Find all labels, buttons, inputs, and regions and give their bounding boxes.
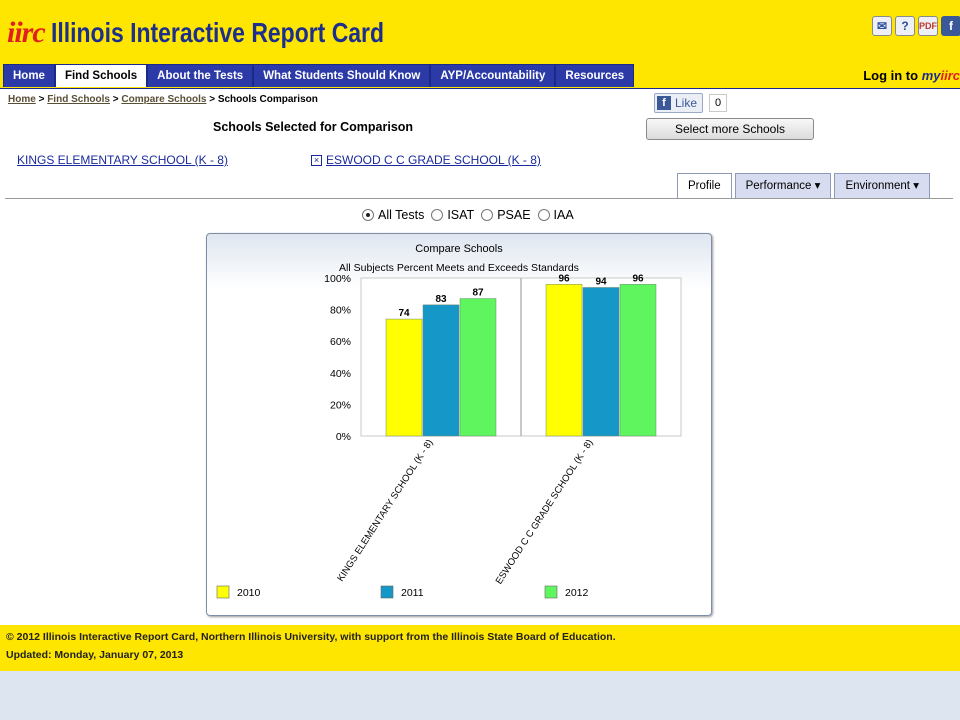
- school-item-eswood: × ESWOOD C C GRADE SCHOOL (K - 8): [311, 153, 541, 167]
- nav-tabs: Home Find Schools About the Tests What Stud…: [3, 64, 635, 88]
- bar-2011-2: [582, 287, 620, 437]
- main-nav: Home Find Schools About the Tests What Stud…: [0, 64, 960, 88]
- login-my: my: [921, 68, 941, 83]
- breadcrumb-sep: >: [112, 94, 119, 105]
- data-label: 94: [595, 276, 607, 287]
- nav-tab-ayp-accountability[interactable]: AYP/Accountability: [430, 64, 556, 87]
- chart-panel: Compare Schools All Subjects Percent Meet…: [206, 233, 712, 616]
- site-logo[interactable]: iirc Illinois Interactive Report Card: [7, 18, 457, 48]
- y-tick-label: 0%: [336, 431, 351, 443]
- legend-swatch-2012: [544, 585, 558, 599]
- main-content: Home > Find Schools > Compare Schools > …: [0, 88, 960, 626]
- site-title: Illinois Interactive Report Card: [50, 17, 384, 48]
- remove-school-icon[interactable]: ×: [311, 154, 322, 166]
- breadcrumb-home[interactable]: Home: [8, 94, 36, 105]
- legend-label: 2011: [401, 587, 424, 599]
- breadcrumb: Home > Find Schools > Compare Schools > …: [8, 94, 318, 105]
- tab-performance[interactable]: Performance ▾: [734, 173, 832, 198]
- breadcrumb-current: Schools Comparison: [217, 94, 318, 105]
- email-icon[interactable]: ✉: [872, 16, 892, 36]
- help-icon[interactable]: ?: [895, 16, 915, 36]
- radio-label: PSAE: [497, 208, 531, 222]
- legend-swatch-2010: [216, 585, 230, 599]
- fb-like-count: 0: [709, 94, 728, 112]
- radio-button[interactable]: [431, 209, 444, 221]
- legend-label: 2010: [237, 587, 261, 599]
- footer-copyright: © 2012 Illinois Interactive Report Card,…: [6, 631, 616, 643]
- chevron-down-icon: ▾: [814, 180, 821, 192]
- radio-isat[interactable]: ISAT: [431, 208, 474, 222]
- test-filter: All Tests ISAT PSAE IAA: [362, 208, 581, 222]
- bar-2012-1: [459, 298, 497, 437]
- data-label: 96: [632, 273, 644, 284]
- y-tick-label: 20%: [330, 399, 351, 411]
- y-tick-label: 80%: [330, 305, 351, 317]
- breadcrumb-find-schools[interactable]: Find Schools: [47, 94, 110, 105]
- fb-like-button[interactable]: f Like: [654, 93, 704, 113]
- y-tick-label: 60%: [330, 336, 351, 348]
- radio-label: All Tests: [378, 208, 425, 222]
- tab-environment[interactable]: Environment ▾: [834, 173, 930, 198]
- radio-button[interactable]: [537, 209, 550, 221]
- nav-tab-resources[interactable]: Resources: [555, 64, 635, 87]
- data-label: 87: [472, 288, 484, 299]
- data-label: 96: [558, 273, 570, 284]
- x-category-label: ESWOOD C C GRADE SCHOOL (K - 8): [494, 438, 596, 587]
- site-footer: © 2012 Illinois Interactive Report Card,…: [0, 625, 960, 671]
- compare-schools-chart: Compare Schools All Subjects Percent Meet…: [216, 243, 682, 599]
- facebook-like: f Like 0: [654, 93, 728, 113]
- breadcrumb-compare-schools[interactable]: Compare Schools: [121, 94, 207, 105]
- nav-tab-what-students-should-know[interactable]: What Students Should Know: [253, 64, 431, 87]
- tab-profile-label: Profile: [688, 180, 721, 192]
- breadcrumb-sep: >: [38, 94, 45, 105]
- site-header: iirc Illinois Interactive Report Card ✉ …: [0, 0, 960, 64]
- breadcrumb-sep: >: [209, 94, 216, 105]
- data-label: 83: [435, 294, 447, 305]
- radio-all-tests[interactable]: All Tests: [362, 208, 424, 222]
- bar-2010-2: [545, 284, 583, 437]
- chart-subtitle: All Subjects Percent Meets and Exceeds S…: [339, 262, 579, 274]
- chart-title: Compare Schools: [415, 243, 503, 255]
- tab-environment-label: Environment: [845, 180, 910, 192]
- sub-tabs: Profile Performance ▾ Environment ▾: [677, 173, 933, 198]
- pdf-icon[interactable]: PDF: [918, 16, 938, 36]
- login-prefix: Log in to: [863, 68, 919, 83]
- chevron-down-icon: ▾: [913, 180, 919, 192]
- selection-title: Schools Selected for Comparison: [213, 120, 414, 134]
- radio-iaa[interactable]: IAA: [537, 208, 574, 222]
- bar-2010-1: [385, 318, 423, 437]
- fb-like-label: Like: [675, 96, 698, 110]
- legend-swatch-2011: [380, 585, 394, 599]
- bar-2012-2: [619, 284, 657, 437]
- tab-divider: [5, 198, 953, 199]
- nav-tab-about-the-tests[interactable]: About the Tests: [147, 64, 254, 87]
- footer-updated: Updated: Monday, January 07, 2013: [6, 649, 184, 661]
- radio-button[interactable]: [362, 209, 374, 221]
- page-bottom: [0, 671, 960, 720]
- school-link-eswood[interactable]: ESWOOD C C GRADE SCHOOL (K - 8): [326, 153, 541, 167]
- radio-label: ISAT: [447, 208, 475, 222]
- login-link[interactable]: Log in to myiirc: [863, 68, 960, 83]
- facebook-icon: f: [657, 96, 671, 110]
- radio-button[interactable]: [481, 209, 494, 221]
- legend-label: 2012: [565, 587, 589, 599]
- school-link-kings[interactable]: KINGS ELEMENTARY SCHOOL (K - 8): [17, 153, 228, 167]
- y-tick-label: 40%: [330, 368, 351, 380]
- select-more-schools-button[interactable]: Select more Schools: [646, 118, 814, 140]
- y-tick-label: 100%: [324, 273, 351, 285]
- login-brand: iirc: [940, 68, 960, 83]
- data-label: 74: [398, 308, 410, 319]
- logo-mark: iirc: [7, 16, 46, 49]
- nav-tab-find-schools[interactable]: Find Schools: [54, 64, 148, 87]
- bar-2011-1: [422, 304, 460, 437]
- nav-tab-home[interactable]: Home: [3, 64, 55, 87]
- x-category-label: KINGS ELEMENTARY SCHOOL (K - 8): [335, 438, 435, 584]
- tab-performance-label: Performance: [745, 180, 812, 192]
- facebook-icon[interactable]: f: [941, 16, 960, 36]
- radio-psae[interactable]: PSAE: [481, 208, 531, 222]
- tab-profile[interactable]: Profile: [677, 173, 732, 198]
- radio-label: IAA: [553, 208, 574, 222]
